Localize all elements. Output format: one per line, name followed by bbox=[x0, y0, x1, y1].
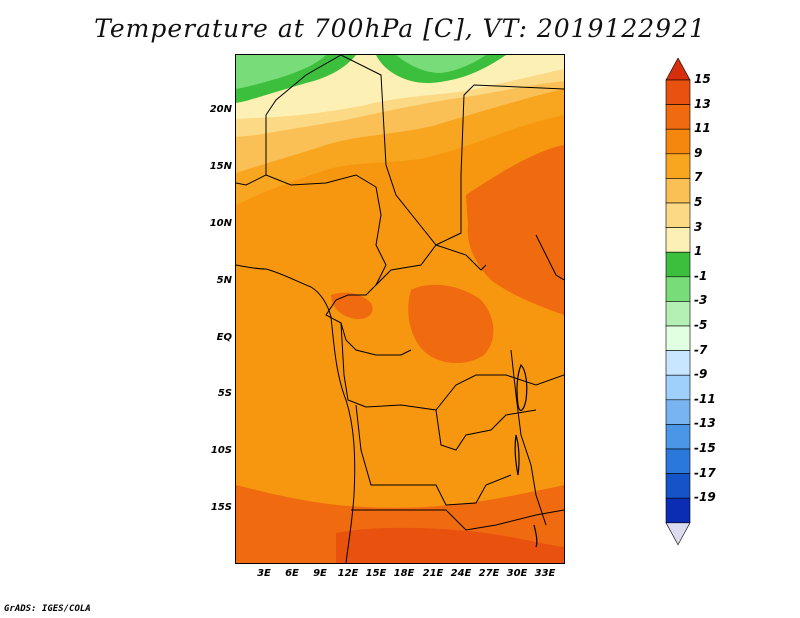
legend-tick-label: 11 bbox=[694, 121, 711, 136]
grads-credit: GrADS: IGES/COLA bbox=[4, 604, 91, 614]
legend-tick-label: -9 bbox=[694, 367, 708, 382]
legend-bottom-arrow bbox=[665, 522, 691, 546]
field-11-13-east bbox=[466, 145, 564, 315]
legend-color-box bbox=[665, 251, 691, 278]
lon-label-18e: 18E bbox=[393, 568, 415, 579]
legend-color-box bbox=[665, 79, 691, 105]
field-11-13-west bbox=[331, 292, 373, 320]
legend-tick-label: -11 bbox=[694, 391, 716, 406]
lat-label-5s: 5S bbox=[217, 388, 232, 399]
legend-tick-label: 3 bbox=[694, 219, 703, 234]
legend-tick-label: -13 bbox=[694, 416, 716, 431]
legend-color-box bbox=[665, 128, 691, 155]
legend-color-box bbox=[665, 202, 691, 228]
map-panel bbox=[235, 54, 565, 564]
lat-label-10s: 10S bbox=[210, 445, 232, 456]
lon-label-15e: 15E bbox=[365, 568, 387, 579]
legend-color-box bbox=[665, 374, 691, 401]
country-borders bbox=[236, 55, 564, 563]
lon-label-24e: 24E bbox=[450, 568, 472, 579]
legend-tick-label: 13 bbox=[694, 96, 711, 111]
lakes bbox=[514, 363, 538, 548]
legend-color-box bbox=[665, 350, 691, 376]
lat-label-5n: 5N bbox=[216, 275, 232, 286]
legend-color-box bbox=[665, 473, 691, 499]
legend-tick-label: 1 bbox=[694, 244, 703, 259]
lat-label-10n: 10N bbox=[209, 218, 232, 229]
legend-tick-label: 9 bbox=[694, 145, 703, 160]
lon-label-9e: 9E bbox=[313, 568, 327, 579]
lat-label-eq: EQ bbox=[216, 332, 232, 343]
lat-label-15s: 15S bbox=[210, 502, 232, 513]
legend-color-box bbox=[665, 301, 691, 327]
lat-label-15n: 15N bbox=[209, 161, 232, 172]
temperature-field-map bbox=[236, 55, 564, 563]
legend-color-box bbox=[665, 153, 691, 179]
legend-tick-label: -5 bbox=[694, 318, 708, 332]
lon-label-3e: 3E bbox=[257, 568, 271, 579]
lon-label-27e: 27E bbox=[478, 568, 500, 579]
legend-tick-label: -7 bbox=[694, 342, 708, 357]
lon-label-33e: 33E bbox=[534, 568, 556, 579]
field-lightgreen-nw bbox=[236, 55, 326, 89]
legend-color-box bbox=[665, 178, 691, 204]
field-11-13-center bbox=[408, 284, 494, 364]
legend-color-box bbox=[665, 276, 691, 302]
legend-tick-label: 5 bbox=[694, 195, 703, 209]
legend-color-box bbox=[665, 227, 691, 253]
lon-label-6e: 6E bbox=[285, 568, 299, 579]
map-title: Temperature at 700hPa [C], VT: 201912292… bbox=[94, 14, 706, 43]
field-lightgreen-n bbox=[396, 55, 486, 73]
legend-tick-label: 15 bbox=[694, 72, 711, 86]
legend-color-box bbox=[665, 399, 691, 425]
legend-tick-label: -15 bbox=[694, 441, 716, 455]
field-13-15-south bbox=[336, 527, 564, 563]
legend-top-arrow bbox=[665, 58, 691, 81]
legend-color-box bbox=[665, 448, 691, 474]
legend-tick-label: 7 bbox=[694, 170, 703, 185]
lon-label-21e: 21E bbox=[422, 568, 444, 579]
legend-color-box bbox=[665, 325, 691, 351]
legend-color-box bbox=[665, 104, 691, 130]
legend-color-box bbox=[665, 424, 691, 450]
legend-tick-label: -17 bbox=[694, 465, 716, 480]
legend-color-box bbox=[665, 497, 691, 524]
lon-label-12e: 12E bbox=[337, 568, 359, 579]
lon-label-30e: 30E bbox=[506, 568, 528, 579]
color-bar-legend bbox=[665, 58, 691, 546]
legend-tick-label: -3 bbox=[694, 293, 708, 308]
lat-label-20n: 20N bbox=[209, 104, 232, 115]
legend-tick-label: -1 bbox=[694, 268, 708, 283]
legend-tick-label: -19 bbox=[694, 490, 716, 505]
